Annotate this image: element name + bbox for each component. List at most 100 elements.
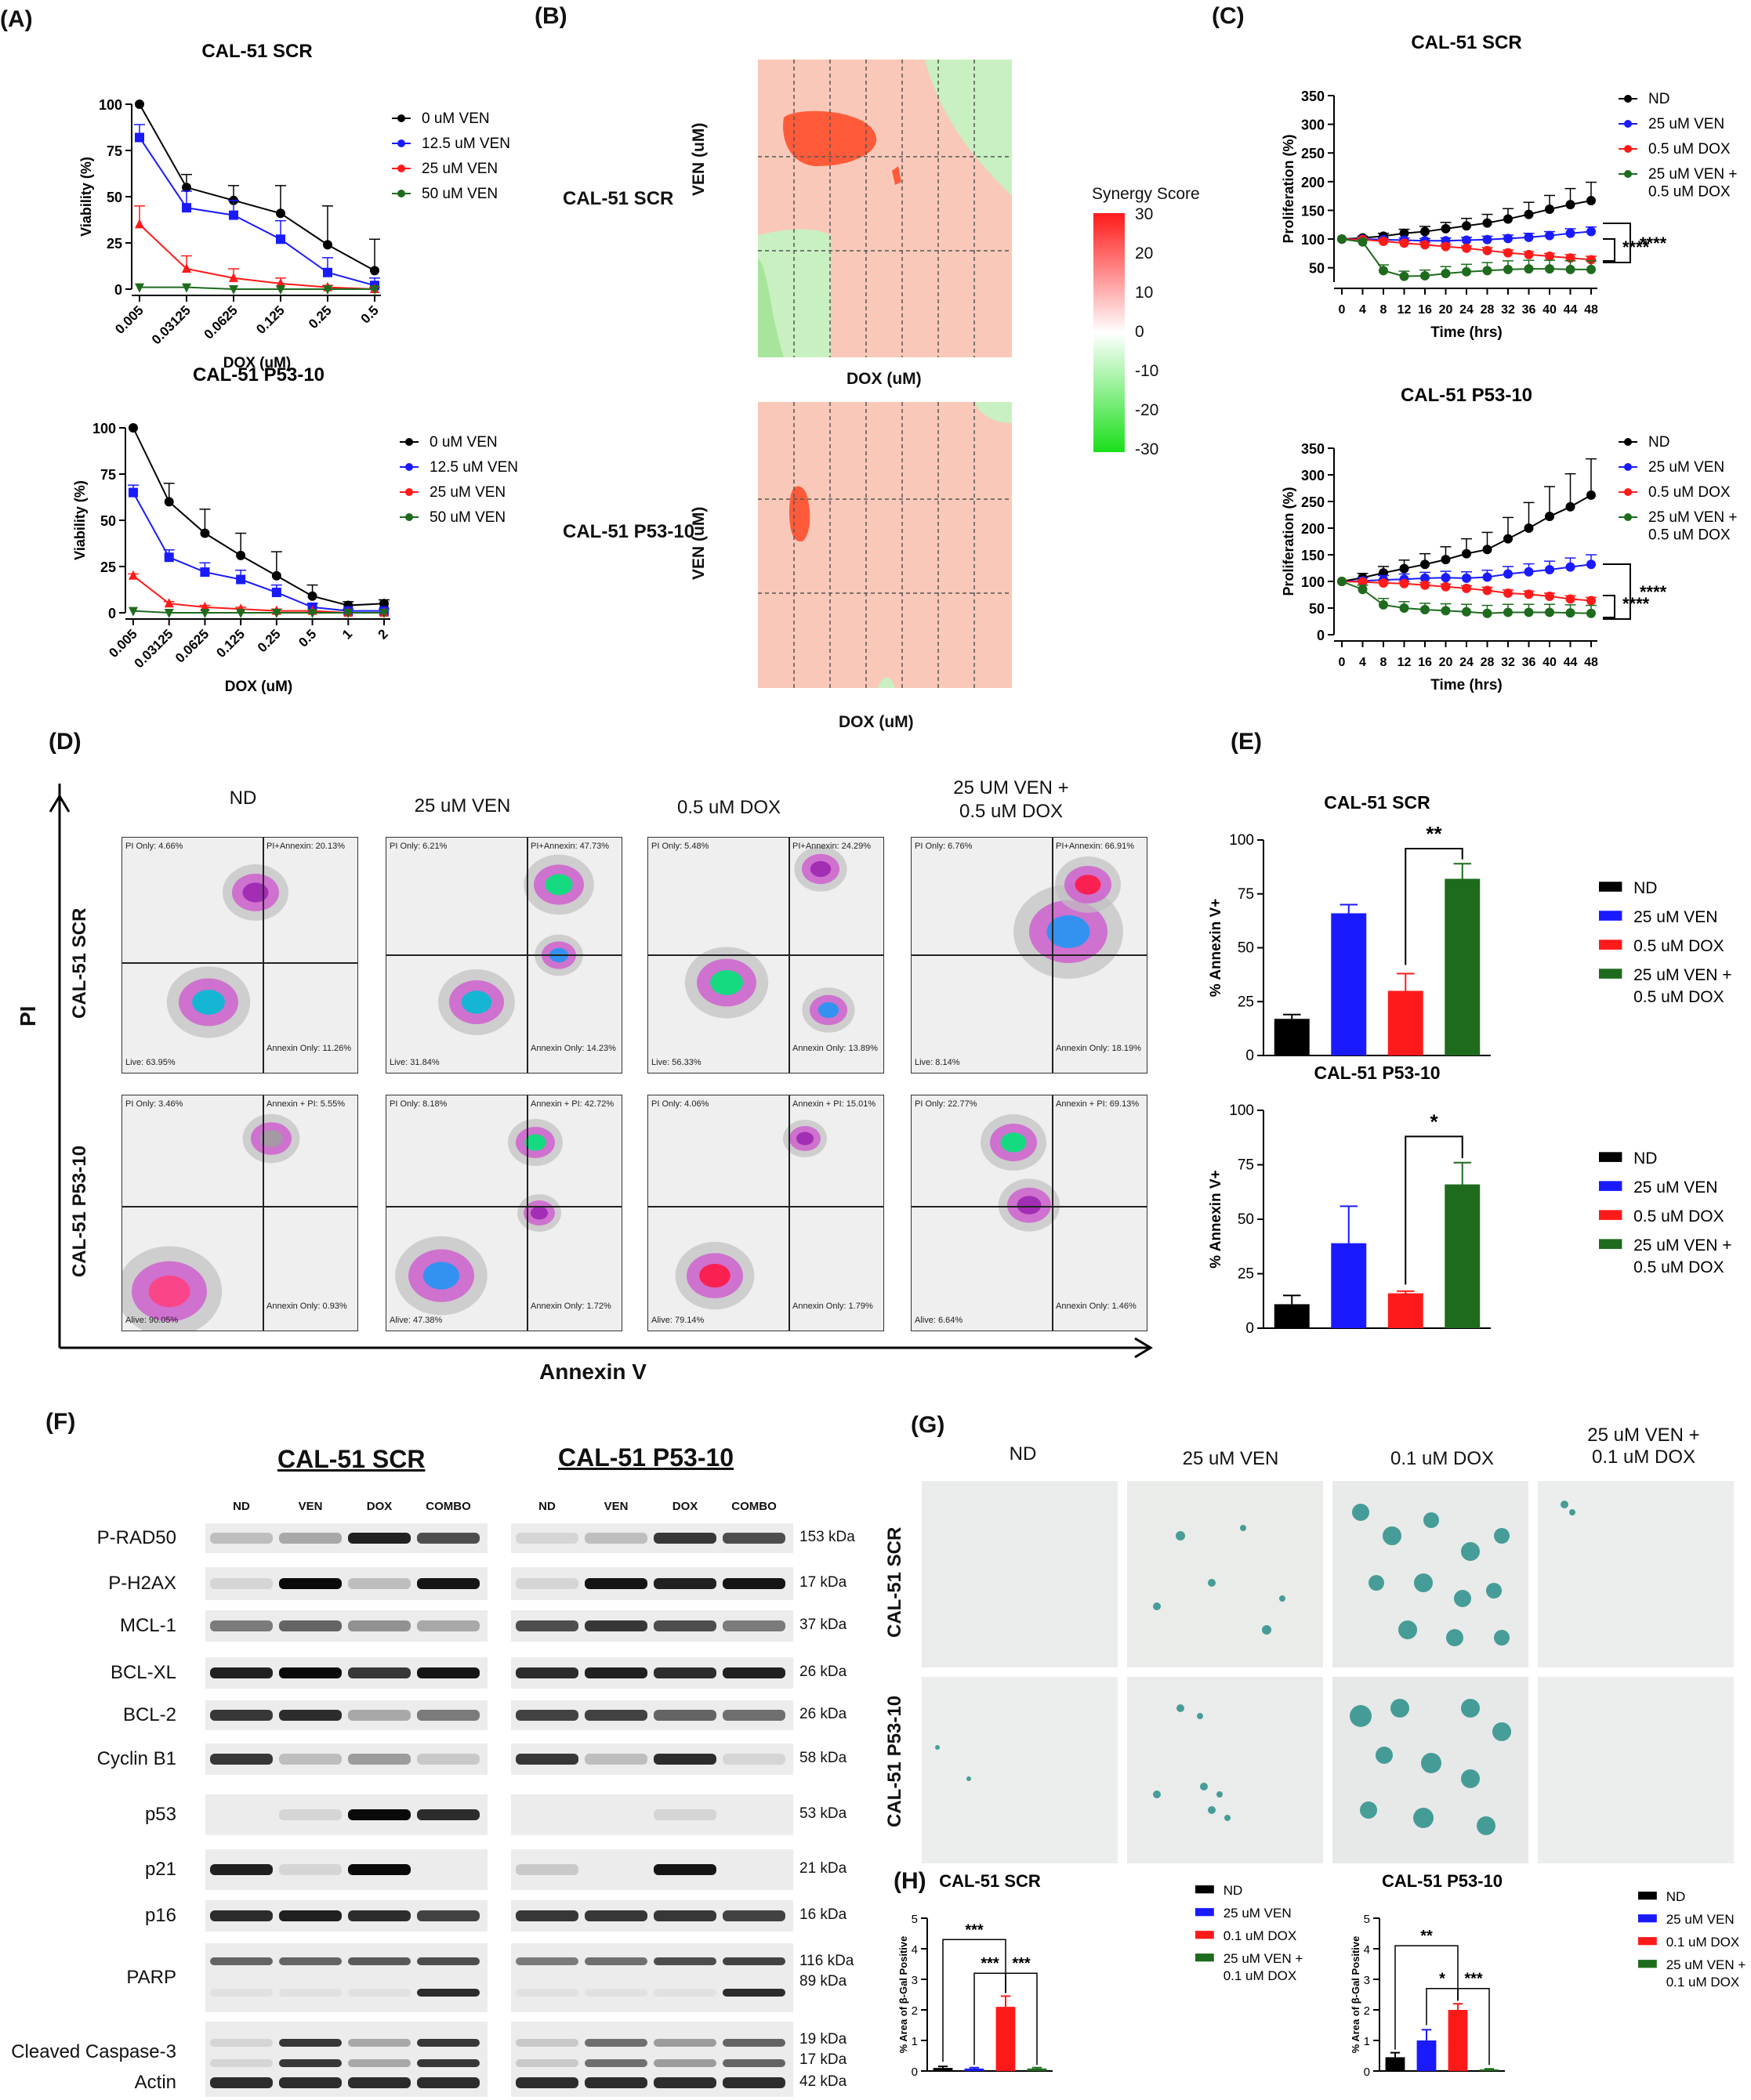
bar (1416, 2040, 1437, 2071)
legend-label: 25 uM VEN + (1633, 966, 1731, 984)
data-point (1524, 607, 1534, 617)
blot-band (279, 1754, 342, 1765)
blot-band (417, 1809, 480, 1820)
x-axis-label: Time (hrs) (1430, 677, 1503, 693)
blot-band (723, 1667, 785, 1678)
blot-band (279, 1667, 342, 1678)
chart-title: CAL-51 P53-10 (1401, 385, 1532, 406)
quadrant-percent: PI Only: 8.18% (390, 1099, 448, 1109)
blot-band (348, 1710, 411, 1721)
y-tick-label: 150 (1301, 203, 1325, 219)
data-point (1545, 252, 1554, 262)
data-point (1586, 596, 1596, 606)
blot-band (348, 1864, 411, 1875)
bar (1445, 878, 1481, 1055)
legend-marker (1624, 463, 1632, 471)
x-tick-label: 8 (1380, 656, 1387, 669)
blot-protein-label: p21 (144, 1859, 176, 1880)
panel-letter-b: (B) (535, 3, 567, 29)
x-tick-label: 4 (1359, 303, 1366, 317)
data-point (1399, 271, 1409, 281)
blot-lane-label: COMBO (731, 1500, 777, 1513)
data-point (1399, 228, 1409, 238)
data-point (1462, 583, 1471, 593)
x-tick-label: 28 (1481, 303, 1495, 317)
x-tick-label: 4 (1359, 656, 1366, 669)
sig-bracket (1005, 1972, 1038, 2066)
blot-band (210, 1989, 273, 1997)
x-tick-label: 32 (1501, 656, 1515, 669)
data-point (135, 219, 144, 229)
y-tick-label: 100 (99, 97, 122, 113)
data-point (1482, 218, 1492, 228)
x-axis-label: DOX (uM) (225, 679, 293, 695)
y-tick-label: 4 (1364, 1943, 1370, 1957)
y-tick-label: 0 (1317, 628, 1325, 643)
data-point (1337, 577, 1347, 586)
blot-band (417, 1910, 480, 1921)
colorbar-title: Synergy Score (1092, 185, 1200, 203)
data-point (182, 283, 191, 293)
synergy-map-scr (758, 60, 1012, 357)
legend-swatch (1638, 1914, 1657, 1923)
panel-e-svg: CAL-51 SCR 0 25 50 75 100 % Annexin V+ ** ND 25 u… (1208, 792, 1732, 1337)
sig-bracket (1457, 1987, 1490, 2066)
x-tick-label: 20 (1439, 656, 1453, 669)
b-ylabel-bottom: VEN (uM) (690, 506, 708, 580)
data-point (164, 497, 174, 507)
event-core (259, 1130, 283, 1147)
blot-protein-label: p16 (144, 1905, 176, 1926)
blot-band (516, 1710, 578, 1721)
legend-marker (1624, 488, 1632, 496)
legend-label: 0.5 uM DOX (1648, 527, 1731, 543)
bar (1448, 2010, 1468, 2071)
y-tick-label: 50 (1309, 601, 1325, 617)
sig-label: *** (1464, 1971, 1483, 1988)
blot-band (585, 1710, 647, 1721)
blot-band (723, 1809, 785, 1820)
blot-band (516, 1620, 578, 1631)
blot-protein-label: BCL-XL (110, 1662, 176, 1683)
blot-band (417, 1710, 480, 1721)
data-point (1441, 555, 1451, 565)
chart-title: CAL-51 SCR (1324, 792, 1430, 813)
x-axis-label: Time (hrs) (1430, 324, 1503, 341)
data-point (1441, 606, 1451, 616)
data-point (276, 277, 285, 288)
g-row-p53: CAL-51 P53-10 (884, 1695, 905, 1827)
legend-swatch (1599, 1152, 1622, 1162)
legend-swatch (1195, 1885, 1214, 1894)
panel-letter-h: (H) (894, 1868, 926, 1894)
legend-label: ND (1224, 1883, 1243, 1898)
data-point (1420, 605, 1430, 615)
blot-strip (511, 1567, 793, 1600)
blot-band (279, 1809, 342, 1820)
chart-title: CAL-51 SCR (1411, 32, 1521, 53)
series-line (140, 286, 375, 290)
legend-label: 25 uM VEN (422, 161, 498, 177)
legend-swatch (1599, 911, 1622, 921)
legend-marker (405, 463, 413, 471)
data-point (271, 570, 281, 581)
blot-band (279, 1989, 342, 1997)
data-point (1524, 249, 1534, 259)
d-col-nd: ND (229, 788, 257, 809)
blot-band (348, 1754, 411, 1765)
blot-band (585, 1533, 647, 1544)
f-group-scr: CAL-51 SCR (277, 1445, 426, 1473)
x-tick-label: 24 (1459, 303, 1474, 317)
data-point (1462, 573, 1471, 583)
sig-label: *** (965, 1921, 984, 1939)
bar (1387, 990, 1423, 1055)
data-point (200, 567, 210, 578)
d-col-combo-line2: 0.5 uM DOX (959, 801, 1064, 822)
blot-band (654, 1710, 716, 1721)
blot-band (516, 1910, 578, 1921)
legend-marker (405, 513, 413, 521)
blot-band (516, 1864, 578, 1875)
blot-band (279, 1578, 342, 1589)
legend-label: 0.5 uM DOX (1648, 484, 1731, 501)
legend-label: 0.5 uM DOX (1633, 1208, 1724, 1226)
data-point (1462, 266, 1471, 277)
blot-strip (511, 1523, 793, 1553)
